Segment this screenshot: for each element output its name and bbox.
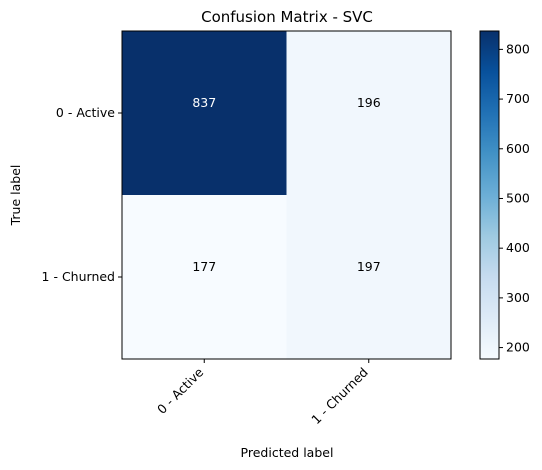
colorbar-ticks: 200 300 400 500 600 700 800	[499, 41, 530, 355]
heatmap-cell	[122, 195, 287, 359]
heatmap-cells	[122, 31, 451, 359]
cell-value-label: 837	[192, 95, 216, 110]
cell-value-label: 196	[357, 95, 381, 110]
colorbar-tick-label: 600	[506, 141, 530, 156]
colorbar-tick-label: 200	[506, 340, 530, 355]
cell-value-label: 177	[192, 259, 216, 274]
y-tick-label: 0 - Active	[56, 105, 115, 120]
colorbar	[479, 30, 500, 360]
chart-title: Confusion Matrix - SVC	[201, 8, 373, 26]
colorbar-tick-label: 400	[506, 240, 530, 255]
colorbar-tick-label: 500	[506, 190, 530, 205]
heatmap-cell-labels: 837 196 177 197	[192, 95, 380, 274]
colorbar-tick-label: 700	[506, 91, 530, 106]
x-axis-label: Predicted label	[241, 445, 334, 460]
cell-value-label: 197	[357, 259, 381, 274]
y-axis-label: True label	[8, 165, 23, 227]
colorbar-tick-label: 800	[506, 41, 530, 56]
heatmap-cell	[286, 195, 451, 359]
y-axis-ticks: 0 - Active 1 - Churned	[42, 105, 122, 284]
heatmap-cell	[122, 31, 287, 195]
heatmap-cell	[286, 31, 451, 195]
y-tick-label: 1 - Churned	[42, 269, 115, 284]
colorbar-tick-label: 300	[506, 290, 530, 305]
plot-frame	[121, 30, 452, 360]
